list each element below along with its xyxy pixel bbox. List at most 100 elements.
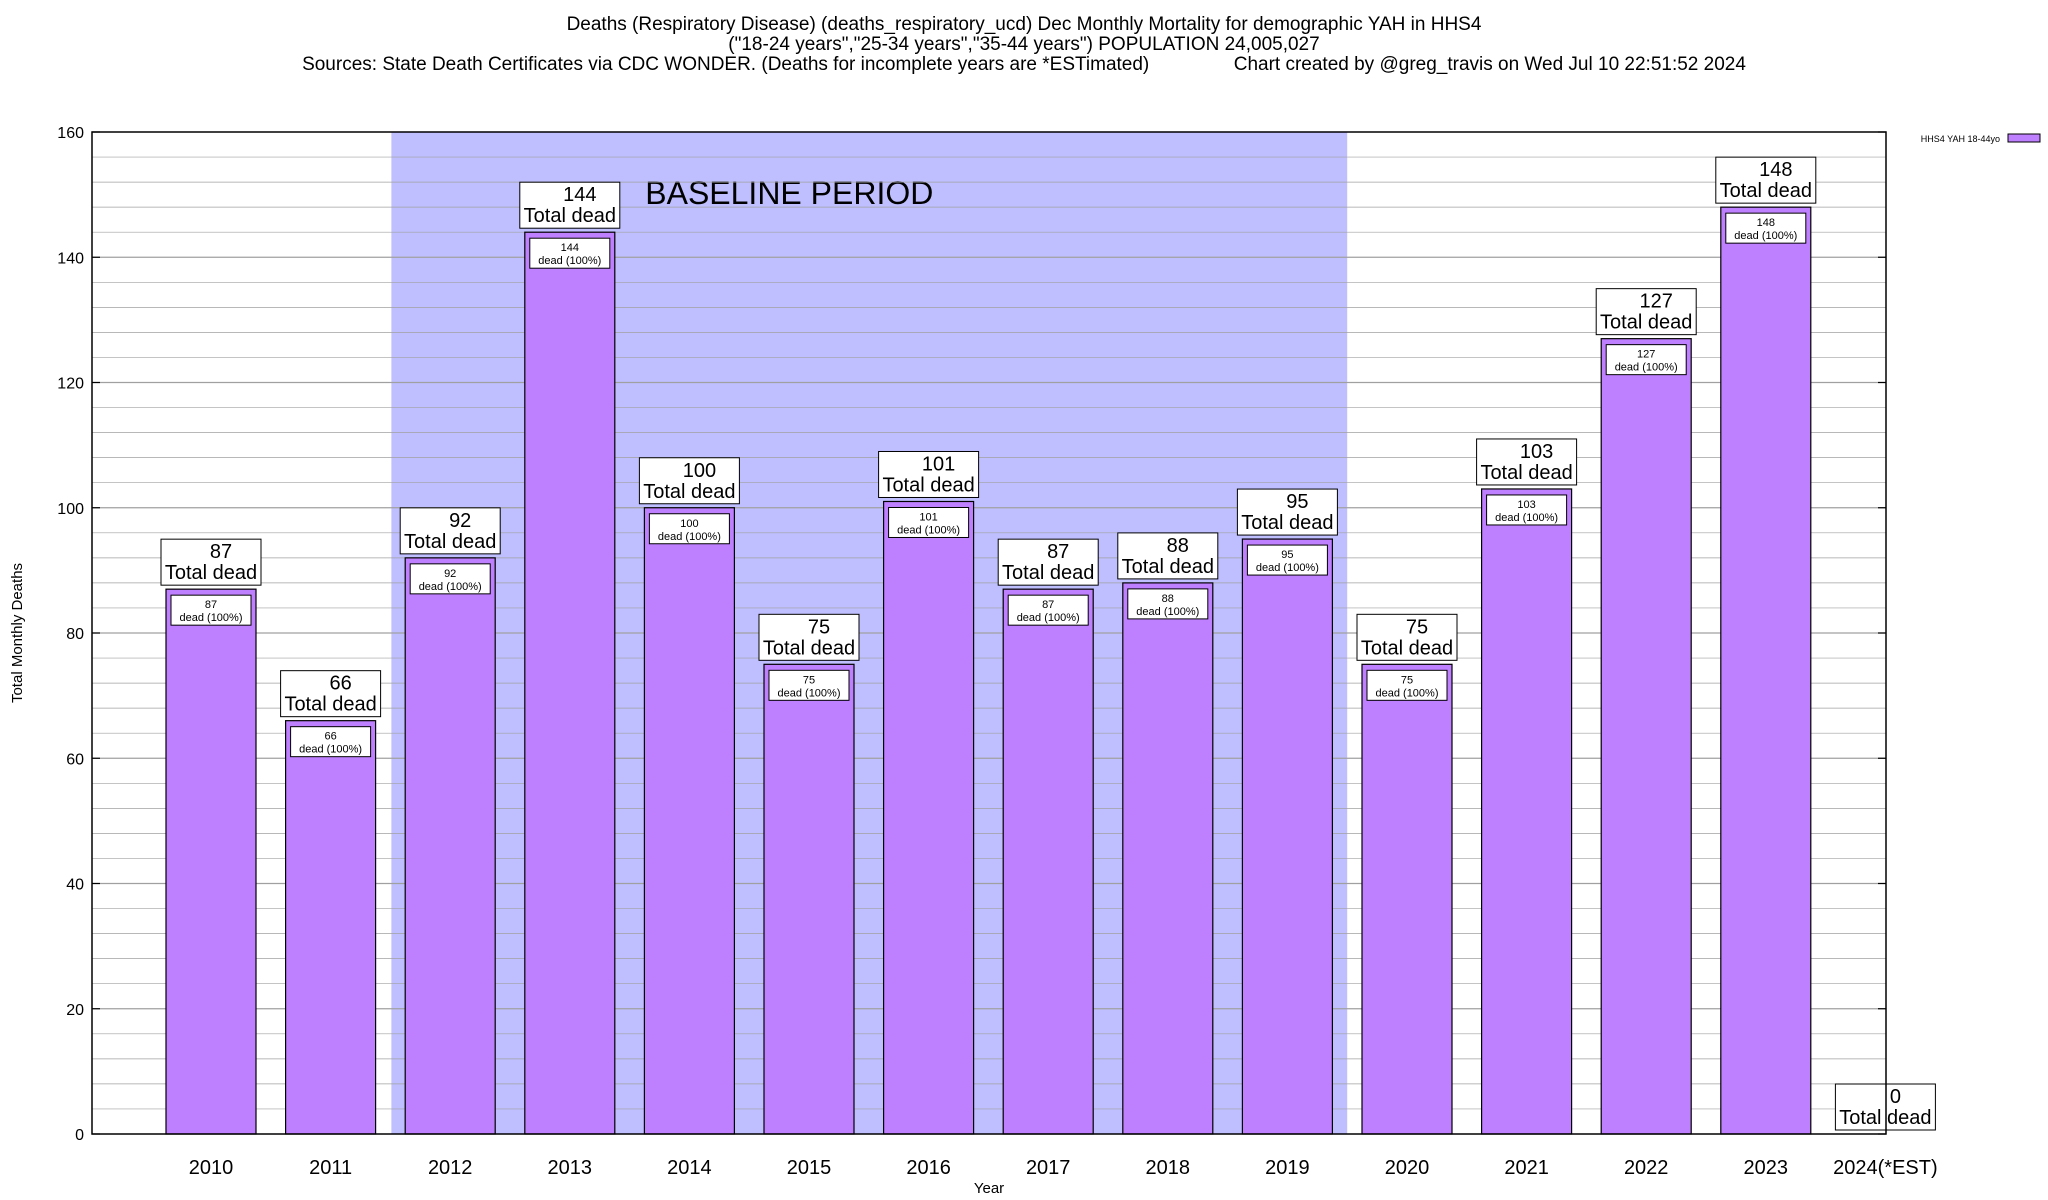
bar [1361, 663, 1453, 1135]
bar-top-suffix-label: Total dead [404, 531, 496, 553]
bar-top-suffix-label: Total dead [1480, 462, 1572, 484]
legend-series-name: HHS4 YAH 18-44yo [1921, 134, 2000, 144]
bar-top-suffix-label: Total dead [1720, 180, 1812, 202]
bar-top-label-box [519, 181, 621, 229]
y-tick-label: 60 [66, 751, 84, 768]
x-tick-label: 2010 [189, 1157, 234, 1179]
bar [643, 507, 736, 1135]
bar-top-label-box [1715, 156, 1817, 204]
bar-inner-label-box [1007, 594, 1089, 626]
y-axis-title: Total Monthly Deaths [9, 563, 26, 703]
bar-inner-label-box [1127, 588, 1209, 620]
bar-top-value-label: 0 [1890, 1086, 1901, 1108]
bar [165, 588, 257, 1135]
bar-inner-label-box [529, 237, 611, 269]
x-tick-label: 2019 [1265, 1157, 1310, 1179]
bar-top-label-box [638, 457, 740, 505]
bar-inner-label-box [1486, 494, 1568, 526]
x-tick-label: 2023 [1744, 1157, 1789, 1179]
bar-top-suffix-label: Total dead [1241, 512, 1333, 534]
bar-top-value-label: 101 [922, 453, 955, 475]
bar-top-value-label: 103 [1520, 441, 1553, 463]
bar-top-value-label: 148 [1759, 159, 1792, 181]
y-tick-label: 100 [57, 501, 84, 518]
bar-top-value-label: 66 [329, 673, 351, 695]
bar-inner-value-label: 87 [1042, 599, 1054, 611]
bar [1720, 206, 1812, 1135]
bar-top-value-label: 127 [1640, 291, 1673, 313]
bar-inner-suffix-label: dead (100%) [1495, 512, 1558, 524]
bar-inner-value-label: 66 [324, 731, 336, 743]
bar [1600, 338, 1692, 1135]
bar [1002, 588, 1094, 1135]
bar-top-suffix-label: Total dead [643, 481, 735, 503]
legend-swatch [2007, 133, 2041, 143]
bar-top-suffix-label: Total dead [1361, 637, 1453, 659]
bar-top-suffix-label: Total dead [1122, 556, 1214, 578]
bar-inner-value-label: 144 [561, 242, 579, 254]
bar-top-value-label: 92 [449, 510, 471, 532]
x-tick-label: 2014 [667, 1157, 712, 1179]
bar [285, 720, 377, 1135]
bar-top-value-label: 100 [683, 460, 716, 482]
bar-inner-suffix-label: dead (100%) [778, 687, 841, 699]
bar-inner-suffix-label: dead (100%) [1615, 362, 1678, 374]
bar-inner-value-label: 103 [1517, 499, 1535, 511]
axes-layer: 2010 2011 2012 2013 2014 2015 2016 2017 2018 2019… [9, 125, 1938, 1197]
bar-top-suffix-label: Total dead [524, 205, 616, 227]
legend: HHS4 YAH 18-44yo [1921, 133, 2041, 144]
y-tick-label: 0 [75, 1127, 84, 1144]
baseline-period-label: BASELINE PERIOD [645, 175, 933, 211]
bar-top-label-box [1476, 438, 1578, 486]
bar-inner-label-box [768, 669, 850, 701]
bar [1480, 488, 1573, 1135]
bar-inner-suffix-label: dead (100%) [897, 524, 960, 536]
bar [524, 231, 616, 1135]
bar-top-label-box [1356, 613, 1458, 661]
bar-top-label-box [1595, 288, 1697, 336]
bar-top-label-box [1236, 488, 1338, 536]
bar-top-label-box [1117, 532, 1219, 580]
x-axis-title: Year [974, 1180, 1004, 1197]
bar-inner-suffix-label: dead (100%) [1734, 230, 1797, 242]
y-tick-label: 140 [57, 250, 84, 267]
bar-inner-label-box [1725, 212, 1807, 244]
bar-inner-suffix-label: dead (100%) [180, 612, 243, 624]
chart-subtitle-sources: Sources: State Death Certificates via CD… [302, 54, 1746, 75]
x-tick-label: 2018 [1146, 1157, 1191, 1179]
bar-top-value-label: 75 [1406, 616, 1428, 638]
bar-inner-suffix-label: dead (100%) [1376, 687, 1439, 699]
grid-layer [92, 156, 1886, 1110]
bar-inner-value-label: 75 [1401, 674, 1413, 686]
bar-inner-suffix-label: dead (100%) [419, 581, 482, 593]
bar-inner-suffix-label: dead (100%) [538, 255, 601, 267]
x-tick-label: 2017 [1026, 1157, 1071, 1179]
bar [763, 663, 855, 1135]
bar-top-value-label: 87 [210, 541, 232, 563]
bar-top-label-box [160, 538, 262, 586]
bar-top-value-label: 87 [1047, 541, 1069, 563]
chart-title: Deaths (Respiratory Disease) (deaths_res… [566, 14, 1482, 35]
bar-top-label-box [997, 538, 1099, 586]
x-tick-label: 2024(*EST) [1833, 1157, 1938, 1179]
y-tick-label: 160 [57, 125, 84, 142]
y-tick-label: 80 [66, 626, 84, 643]
bar-inner-value-label: 95 [1281, 549, 1293, 561]
bar [1241, 538, 1334, 1135]
x-tick-label: 2020 [1385, 1157, 1430, 1179]
x-tick-label: 2015 [787, 1157, 832, 1179]
bar-top-suffix-label: Total dead [1600, 312, 1692, 334]
